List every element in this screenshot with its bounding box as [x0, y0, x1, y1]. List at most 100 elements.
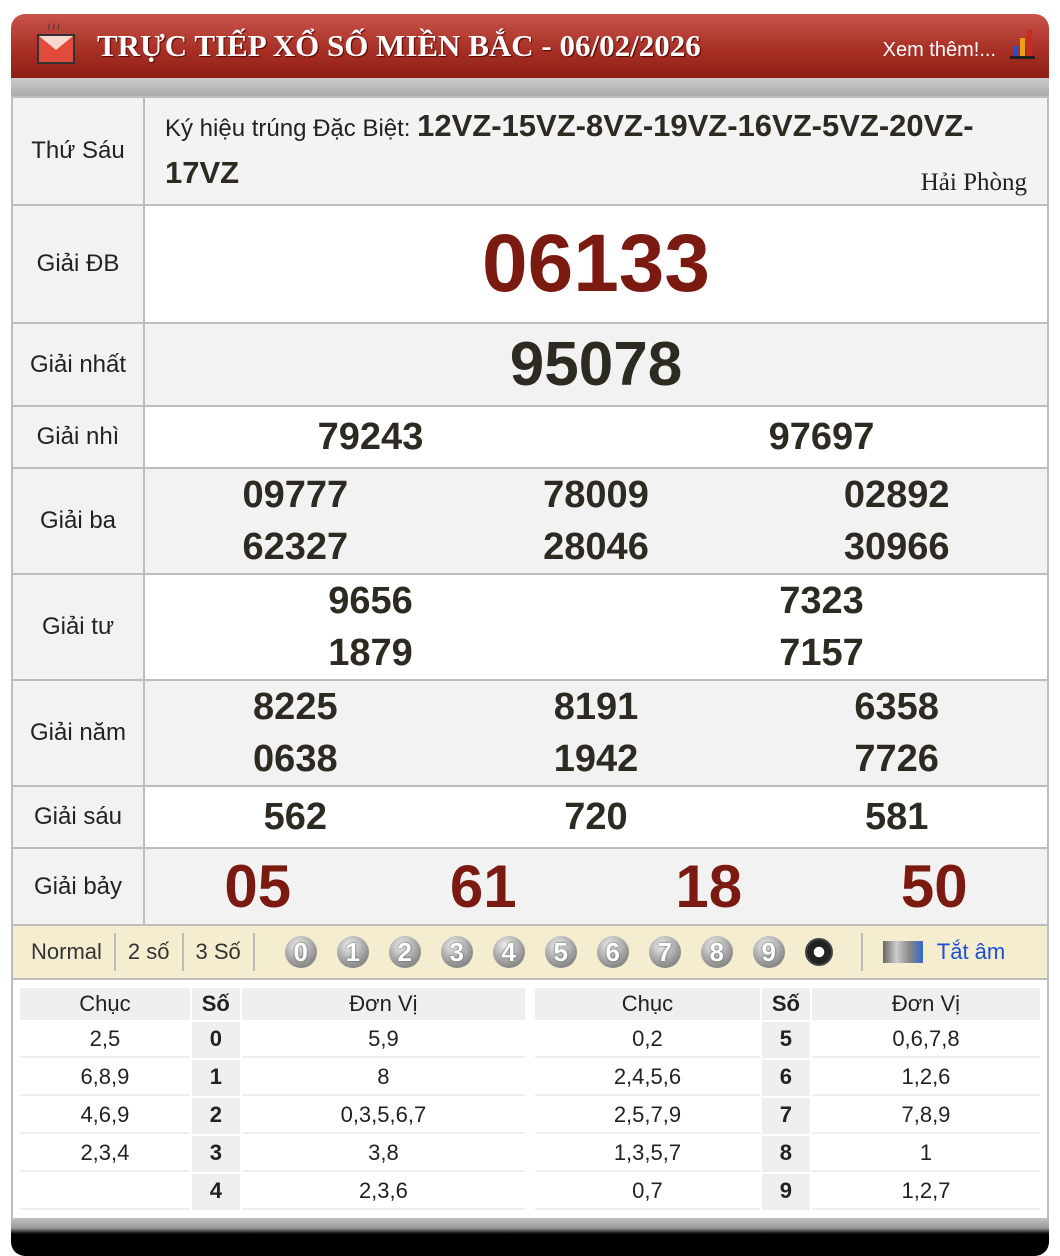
digit-cell: 3 [191, 1136, 240, 1172]
units-cell: 2,3,6 [241, 1174, 525, 1210]
digit-cell: 0 [191, 1022, 240, 1058]
prize-label: Giải bảy [11, 847, 145, 926]
bar-chart-icon[interactable] [1010, 30, 1035, 59]
display-toolbar: Normal 2 số 3 Số 0 1 2 3 4 5 6 7 8 9 Tắt… [11, 926, 1049, 980]
digit-ball-6[interactable]: 6 [596, 936, 629, 968]
mode-3-digits[interactable]: 3 Số [196, 933, 255, 971]
digit-ball-5[interactable]: 5 [544, 936, 577, 968]
prize-number: 61 [449, 853, 517, 920]
tens-cell: 0,7 [535, 1174, 760, 1210]
units-cell: 0,6,7,8 [811, 1022, 1040, 1058]
prize-table: Thứ Sáu Ký hiệu trúng Đặc Biệt: 12VZ-15V… [11, 96, 1049, 926]
mode-2-digits[interactable]: 2 số [128, 933, 184, 971]
tens-cell: 6,8,9 [20, 1060, 190, 1096]
loto-header: Chục [20, 988, 190, 1020]
units-cell: 1 [811, 1136, 1040, 1172]
digit-cell: 6 [761, 1060, 810, 1096]
prize-number: 02892 [843, 474, 950, 516]
special-prize-number: 06133 [481, 218, 711, 309]
prize-number: 7157 [779, 632, 864, 674]
speaker-icon[interactable] [882, 941, 923, 963]
mode-normal[interactable]: Normal [31, 933, 116, 971]
digit-cell: 9 [761, 1174, 810, 1210]
prize-number: 05 [224, 853, 292, 920]
panel-header: ≀≀≀ TRỰC TIẾP XỔ SỐ MIỀN BẮC - 06/02/202… [11, 14, 1049, 78]
digit-ball-3[interactable]: 3 [440, 936, 473, 968]
loto-header: Số [761, 988, 810, 1020]
table-row: 2,3,4 3 3,8 [20, 1136, 525, 1172]
digit-cell: 4 [191, 1174, 240, 1210]
prize-label: Giải tư [11, 573, 145, 681]
tens-cell: 0,2 [535, 1022, 760, 1058]
prize-number: 28046 [543, 526, 649, 568]
panel-title: TRỰC TIẾP XỔ SỐ MIỀN BẮC - 06/02/2026 [97, 28, 701, 63]
prize-number: 720 [564, 796, 628, 838]
toolbar-divider [860, 933, 863, 971]
prize-number: 1879 [328, 632, 413, 674]
prize-number: 8191 [553, 686, 639, 728]
prize-number: 50 [900, 853, 968, 920]
tens-cell [20, 1174, 190, 1210]
units-cell: 3,8 [241, 1136, 525, 1172]
digit-ball-1[interactable]: 1 [336, 936, 369, 968]
loto-header: Chục [535, 988, 760, 1020]
prize-number: 30966 [843, 526, 950, 568]
symbol-label: Ký hiệu trúng Đặc Biệt: [165, 115, 411, 142]
digit-cell: 8 [761, 1136, 810, 1172]
yin-yang-icon[interactable] [804, 938, 833, 966]
digit-ball-9[interactable]: 9 [752, 936, 785, 968]
loto-header: Số [191, 988, 240, 1020]
table-row: 6,8,9 1 8 [20, 1060, 525, 1096]
digit-cell: 1 [191, 1060, 240, 1096]
prize-number: 9656 [328, 580, 413, 622]
digit-ball-8[interactable]: 8 [700, 936, 733, 968]
units-cell: 5,9 [241, 1022, 525, 1058]
table-row: 4,6,9 2 0,3,5,6,7 [20, 1098, 525, 1134]
table-row: 0,2 5 0,6,7,8 [535, 1022, 1040, 1058]
prize-number: 562 [263, 796, 328, 838]
units-cell: 8 [241, 1060, 525, 1096]
see-more-link[interactable]: Xem thêm!... [882, 38, 996, 61]
prize-number: 79243 [317, 416, 424, 458]
units-cell: 1,2,6 [811, 1060, 1040, 1096]
prize-number: 7726 [854, 738, 939, 780]
loto-table-left: Chục Số Đơn Vị 2,5 0 5,9 6,8,9 1 8 4,6,9 2 0,3,5,6,… [18, 986, 527, 1212]
day-label: Thứ Sáu [11, 96, 145, 206]
panel-footer [11, 1220, 1049, 1256]
digit-ball-2[interactable]: 2 [388, 936, 421, 968]
digit-ball-4[interactable]: 4 [492, 936, 525, 968]
table-row: 2,5 0 5,9 [20, 1022, 525, 1058]
prize-number: 62327 [242, 526, 349, 568]
loto-header: Đơn Vị [811, 988, 1040, 1020]
table-row: 2,5,7,9 7 7,8,9 [535, 1098, 1040, 1134]
prize-label: Giải ĐB [11, 204, 145, 324]
mute-button[interactable]: Tắt âm [936, 939, 1006, 964]
units-cell: 0,3,5,6,7 [241, 1098, 525, 1134]
prize-number: 6358 [854, 686, 939, 728]
prize-label: Giải ba [11, 467, 145, 575]
province: Hải Phòng [920, 169, 1027, 196]
results-panel: ≀≀≀ TRỰC TIẾP XỔ SỐ MIỀN BẮC - 06/02/202… [11, 14, 1049, 1256]
table-row: 4 2,3,6 [20, 1174, 525, 1210]
prize-number: 7323 [779, 580, 864, 622]
prize-label: Giải sáu [11, 785, 145, 849]
table-row: 2,4,5,6 6 1,2,6 [535, 1060, 1040, 1096]
tens-cell: 2,5 [20, 1022, 190, 1058]
tens-cell: 2,3,4 [20, 1136, 190, 1172]
tens-cell: 2,5,7,9 [535, 1098, 760, 1134]
loto-table: Chục Số Đơn Vị 2,5 0 5,9 6,8,9 1 8 4,6,9 2 0,3,5,6,… [11, 980, 1049, 1220]
special-symbol-info: Ký hiệu trúng Đặc Biệt: 12VZ-15VZ-8VZ-19… [143, 96, 1049, 206]
tens-cell: 2,4,5,6 [535, 1060, 760, 1096]
digit-cell: 7 [761, 1098, 810, 1134]
prize-number: 1942 [553, 738, 639, 780]
digit-ball-7[interactable]: 7 [648, 936, 681, 968]
prize-number: 78009 [543, 474, 649, 516]
envelope-icon: ≀≀≀ [37, 22, 75, 64]
prize-number: 09777 [242, 474, 349, 516]
table-row: 1,3,5,7 8 1 [535, 1136, 1040, 1172]
digit-ball-0[interactable]: 0 [284, 936, 317, 968]
prize-label: Giải nhì [11, 405, 145, 469]
prize-number: 97697 [768, 416, 875, 458]
prize-number: 18 [675, 853, 743, 920]
digit-cell: 5 [761, 1022, 810, 1058]
